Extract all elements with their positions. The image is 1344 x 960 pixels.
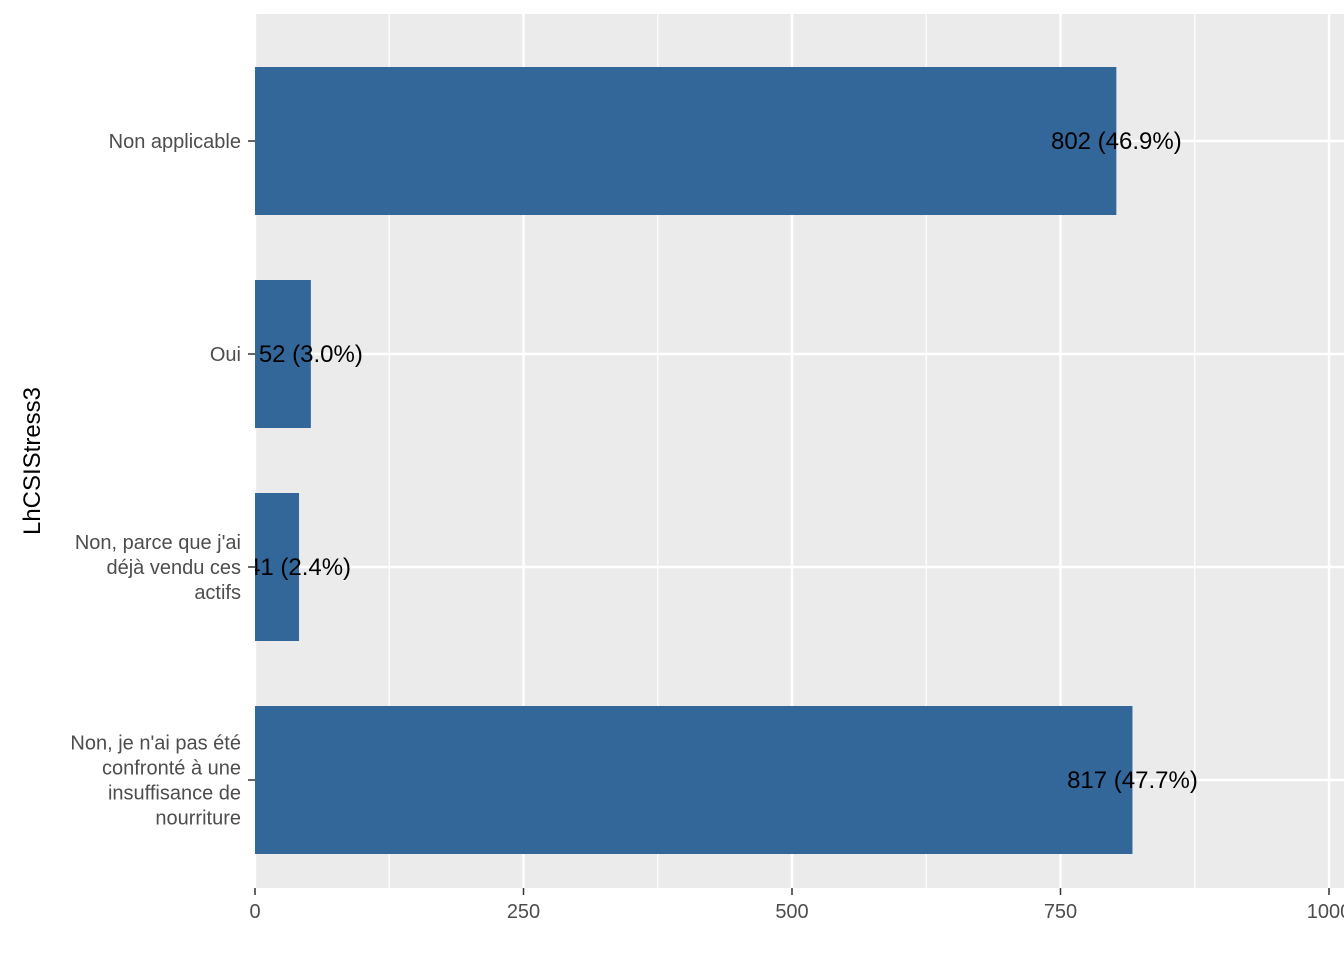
x-tick-label: 500 <box>775 901 808 923</box>
x-tick-label: 0 <box>249 901 260 923</box>
y-tick-label: Oui <box>210 344 241 366</box>
bar <box>255 706 1133 854</box>
bar-data-label: 817 (47.7%) <box>1067 767 1198 794</box>
bars <box>255 67 1133 854</box>
x-tick-label: 750 <box>1044 901 1077 923</box>
bar <box>255 67 1117 215</box>
x-axis-ticks: 0 250 500 750 1000 <box>249 888 1344 923</box>
y-axis-ticks: Non applicable Oui Non, parce que j'ai déjà… <box>70 131 255 830</box>
bar <box>255 493 300 641</box>
y-tick-label: Non, je n'ai pas été confronté à une insuf… <box>70 733 241 830</box>
x-tick-label: 1000 <box>1307 901 1344 923</box>
bar <box>255 280 311 428</box>
y-tick-label: Non, parce que j'ai déjà vendu ces actifs <box>75 532 241 604</box>
bar-data-label: 52 (3.0%) <box>259 341 363 368</box>
bar-data-label: 41 (2.4%) <box>247 554 351 581</box>
y-tick-label: Non applicable <box>109 131 241 153</box>
bar-data-label: 802 (46.9%) <box>1051 128 1182 155</box>
bar-data-labels: 802 (46.9%) 52 (3.0%) 41 (2.4%) 817 (47.7%) <box>247 128 1198 794</box>
x-tick-label: 250 <box>507 901 540 923</box>
y-axis-title: LhCSIStress3 <box>19 387 46 535</box>
